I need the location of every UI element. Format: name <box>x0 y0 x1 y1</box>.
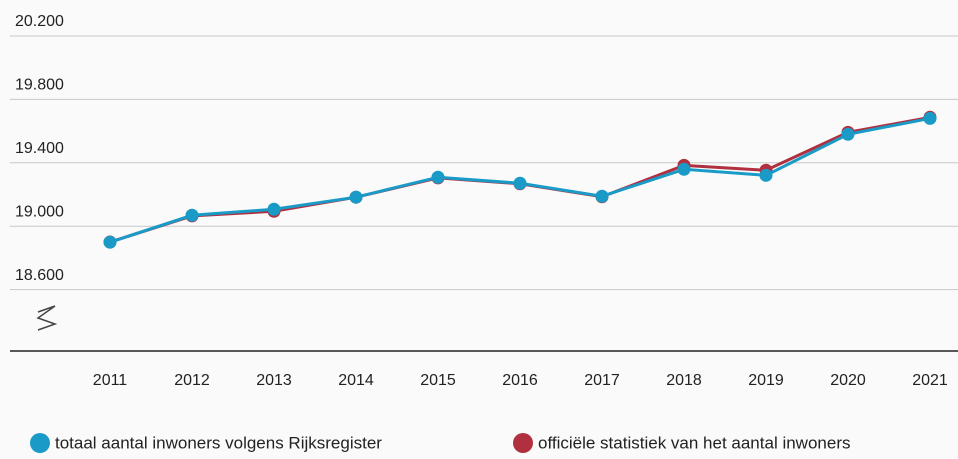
data-point <box>759 168 773 182</box>
x-tick-label: 2020 <box>830 372 866 389</box>
x-tick-label: 2021 <box>912 372 948 389</box>
axis-break <box>36 305 58 331</box>
x-tick-label: 2013 <box>256 372 292 389</box>
data-point <box>185 208 199 222</box>
data-point <box>595 189 609 203</box>
x-tick-label: 2017 <box>584 372 620 389</box>
data-point <box>103 235 117 249</box>
data-point <box>841 127 855 141</box>
legend-swatch <box>513 433 533 453</box>
data-point <box>431 170 445 184</box>
x-tick-label: 2019 <box>748 372 784 389</box>
x-tick-label: 2015 <box>420 372 456 389</box>
y-tick-label: 19.000 <box>15 203 64 220</box>
legend-label: officiële statistiek van het aantal inwo… <box>538 433 850 452</box>
data-point <box>677 162 691 176</box>
y-tick-label: 19.800 <box>15 77 64 94</box>
x-tick-label: 2012 <box>174 372 210 389</box>
x-tick-label: 2011 <box>93 372 128 389</box>
y-tick-label: 19.400 <box>15 140 64 157</box>
data-point <box>513 176 527 190</box>
y-tick-label: 20.200 <box>15 13 64 30</box>
x-tick-label: 2016 <box>502 372 538 389</box>
data-point <box>349 190 363 204</box>
data-point <box>267 202 281 216</box>
legend-swatch <box>30 433 50 453</box>
x-tick-label: 2018 <box>666 372 702 389</box>
data-point <box>923 111 937 125</box>
legend-label: totaal aantal inwoners volgens Rijksregi… <box>55 433 382 452</box>
y-tick-label: 18.600 <box>15 267 64 284</box>
x-tick-label: 2014 <box>338 372 374 389</box>
